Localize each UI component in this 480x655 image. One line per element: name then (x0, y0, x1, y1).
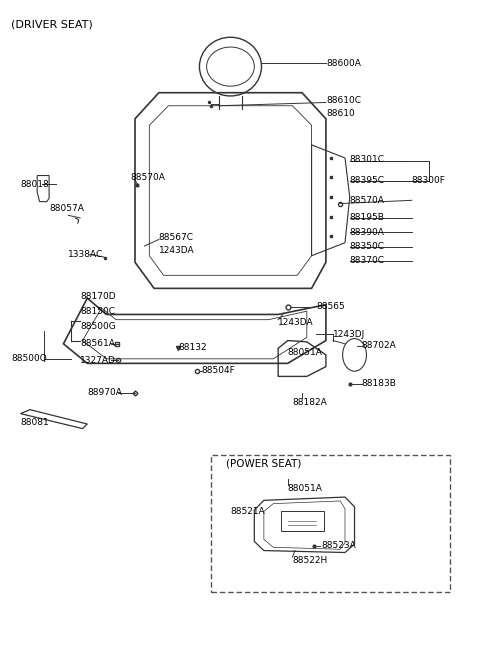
Text: 88300F: 88300F (412, 176, 445, 185)
Text: 88970A: 88970A (87, 388, 122, 397)
Text: 88150C: 88150C (80, 307, 115, 316)
Text: 88018: 88018 (21, 179, 49, 189)
Text: 88567C: 88567C (159, 233, 194, 242)
Text: 88702A: 88702A (362, 341, 396, 350)
Text: 88522H: 88522H (292, 556, 328, 565)
Text: 88051A: 88051A (288, 484, 323, 493)
Text: 88182A: 88182A (292, 398, 327, 407)
Text: 88570A: 88570A (130, 173, 165, 182)
Text: 88170D: 88170D (80, 292, 116, 301)
Text: 88565: 88565 (316, 302, 345, 311)
Text: 88500G: 88500G (80, 322, 116, 331)
Text: 88561A: 88561A (80, 339, 115, 348)
Text: 1338AC: 1338AC (68, 250, 104, 259)
Bar (281, 512, 324, 531)
Text: 1243DJ: 1243DJ (333, 329, 365, 339)
Text: 88057A: 88057A (49, 204, 84, 214)
Text: 88132: 88132 (178, 343, 206, 352)
Text: 88183B: 88183B (362, 379, 396, 388)
Text: 88521A: 88521A (230, 507, 265, 516)
Text: 88051A: 88051A (288, 348, 323, 357)
Text: 88570A: 88570A (350, 196, 384, 205)
Text: 88610: 88610 (326, 109, 355, 118)
Text: 1243DA: 1243DA (159, 246, 194, 255)
Text: (DRIVER SEAT): (DRIVER SEAT) (11, 19, 93, 29)
Text: 88395C: 88395C (350, 176, 385, 185)
Text: 88523A: 88523A (321, 542, 356, 550)
Text: 1243DA: 1243DA (278, 318, 314, 328)
Text: 88195B: 88195B (350, 214, 384, 223)
Text: 88301C: 88301C (350, 155, 385, 164)
Text: (POWER SEAT): (POWER SEAT) (226, 458, 301, 468)
Text: 88081: 88081 (21, 418, 49, 426)
Text: 88600A: 88600A (326, 59, 361, 68)
Text: 88500Q: 88500Q (11, 354, 47, 364)
Text: 88390A: 88390A (350, 228, 384, 236)
Text: 88504F: 88504F (202, 366, 236, 375)
Text: 1327AD: 1327AD (80, 356, 116, 365)
Text: 88610C: 88610C (326, 96, 361, 105)
Text: 88350C: 88350C (350, 242, 385, 251)
Text: 88370C: 88370C (350, 257, 385, 265)
